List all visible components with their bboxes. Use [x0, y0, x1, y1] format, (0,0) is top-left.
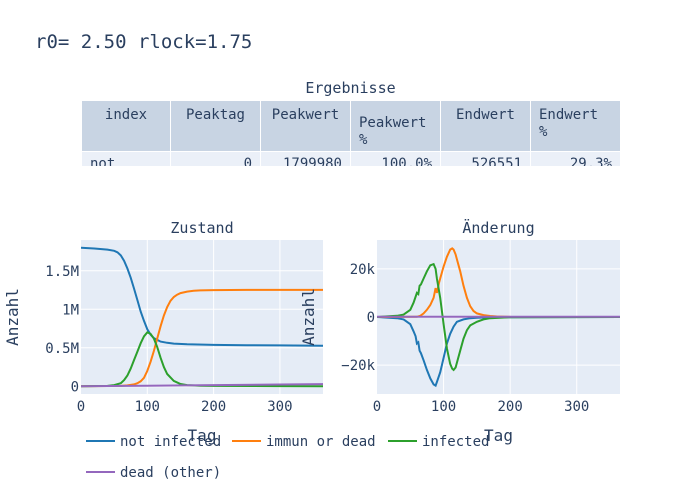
y-tick-label: 0.5M — [45, 341, 79, 357]
table-cell: 1799980 — [260, 151, 351, 166]
y-axis-label: Anzahl — [299, 288, 318, 346]
y-tick-label: 20k — [350, 262, 376, 278]
chart-title: r0= 2.50 rlock=1.75 — [35, 31, 253, 53]
y-axis-label: Anzahl — [3, 288, 22, 346]
series-line-dead-other — [81, 383, 323, 388]
table-header-cell: Endwert % — [530, 100, 620, 152]
series-line-not-infected — [377, 316, 620, 388]
legend-label: not infected — [120, 434, 221, 450]
legend-label: dead (other) — [120, 465, 221, 481]
table-header-cell: index — [81, 100, 171, 152]
y-tick-label: 0 — [71, 379, 79, 395]
x-axis-label: Tag — [188, 426, 217, 445]
series-line-immun-or-dead — [81, 288, 323, 388]
results-table: index Peaktag Peakwert Peakwert % Endwer… — [81, 100, 620, 166]
x-tick-label: 200 — [498, 399, 523, 415]
table-cell: 526551 — [440, 151, 531, 166]
table-cell: 100.0% — [350, 151, 441, 166]
legend-label: infected — [422, 434, 489, 450]
legend-item-infected[interactable]: infected — [388, 434, 489, 450]
x-tick-label: 300 — [564, 399, 589, 415]
y-tick-label: −20k — [341, 358, 375, 374]
chart-panel-1: 0 100 200 300 0 0.5M 1M 1.5M Zustand Tag Anzahl — [3, 219, 323, 445]
table-header-cell: Peakwert — [260, 100, 351, 152]
legend-item-immun-or-dead[interactable]: immun or dead — [232, 434, 376, 450]
subplot-title: Zustand — [170, 219, 233, 237]
plot-background — [81, 240, 323, 394]
chart-panel-2: 0 100 200 300 −20k 0 20k Änderung Tag Anzahl — [299, 218, 620, 445]
table-cell: not — [81, 151, 171, 166]
table-title: Ergebnisse — [305, 79, 396, 97]
table-cell: 29.3% — [530, 151, 620, 166]
table-row: not 0 1799980 100.0% 526551 29.3% — [81, 151, 620, 166]
legend-item-dead-other[interactable]: dead (other) — [86, 465, 221, 481]
x-tick-label: 200 — [201, 399, 226, 415]
legend-label: immun or dead — [266, 434, 376, 450]
series-line-immun-or-dead — [377, 247, 620, 318]
series-line-infected — [377, 262, 620, 372]
y-tick-label: 1.5M — [45, 264, 79, 280]
x-axis-label: Tag — [484, 426, 513, 445]
subplot-title: Änderung — [462, 218, 534, 237]
x-tick-label: 100 — [135, 399, 160, 415]
legend: not infected immun or dead infected dead (o… — [86, 434, 489, 481]
x-tick-label: 300 — [267, 399, 292, 415]
y-tick-label: 0 — [367, 310, 375, 326]
legend-item-not-infected[interactable]: not infected — [86, 434, 221, 450]
y-tick-label: 1M — [62, 302, 79, 318]
table-header-cell: Peakwert % — [350, 100, 441, 152]
table-header-cell: Peaktag — [170, 100, 261, 152]
x-tick-label: 0 — [373, 399, 381, 415]
x-tick-label: 100 — [431, 399, 456, 415]
x-tick-label: 0 — [77, 399, 85, 415]
series-line-not-infected — [81, 246, 323, 347]
